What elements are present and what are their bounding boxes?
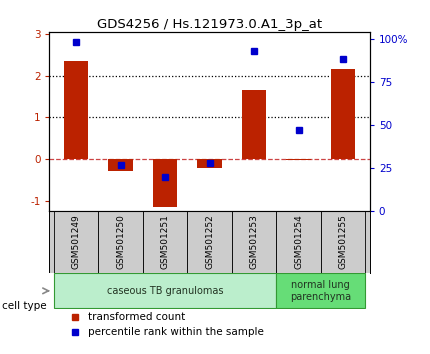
Text: percentile rank within the sample: percentile rank within the sample: [88, 327, 264, 337]
Title: GDS4256 / Hs.121973.0.A1_3p_at: GDS4256 / Hs.121973.0.A1_3p_at: [97, 18, 322, 31]
Bar: [143, 211, 187, 273]
Bar: [286, 159, 311, 160]
Bar: [242, 90, 266, 159]
Text: GSM501252: GSM501252: [205, 214, 214, 269]
Text: GSM501251: GSM501251: [161, 214, 169, 269]
Bar: [232, 211, 276, 273]
Bar: [108, 159, 133, 171]
Bar: [187, 211, 232, 273]
Text: GSM501249: GSM501249: [72, 214, 81, 269]
Bar: [276, 211, 321, 273]
Text: GSM501253: GSM501253: [250, 214, 258, 269]
Bar: [98, 211, 143, 273]
Bar: [54, 273, 276, 308]
Text: GSM501254: GSM501254: [294, 214, 303, 269]
Text: caseous TB granulomas: caseous TB granulomas: [107, 286, 223, 296]
Bar: [331, 69, 355, 159]
Text: normal lung
parenchyma: normal lung parenchyma: [290, 280, 351, 302]
Text: GSM501250: GSM501250: [116, 214, 125, 269]
Bar: [54, 211, 98, 273]
Bar: [276, 273, 366, 308]
Bar: [321, 211, 365, 273]
Text: cell type: cell type: [2, 301, 47, 311]
Bar: [197, 159, 222, 168]
Bar: [64, 61, 89, 159]
Text: transformed count: transformed count: [88, 312, 185, 322]
Bar: [153, 159, 177, 207]
Text: GSM501255: GSM501255: [338, 214, 347, 269]
